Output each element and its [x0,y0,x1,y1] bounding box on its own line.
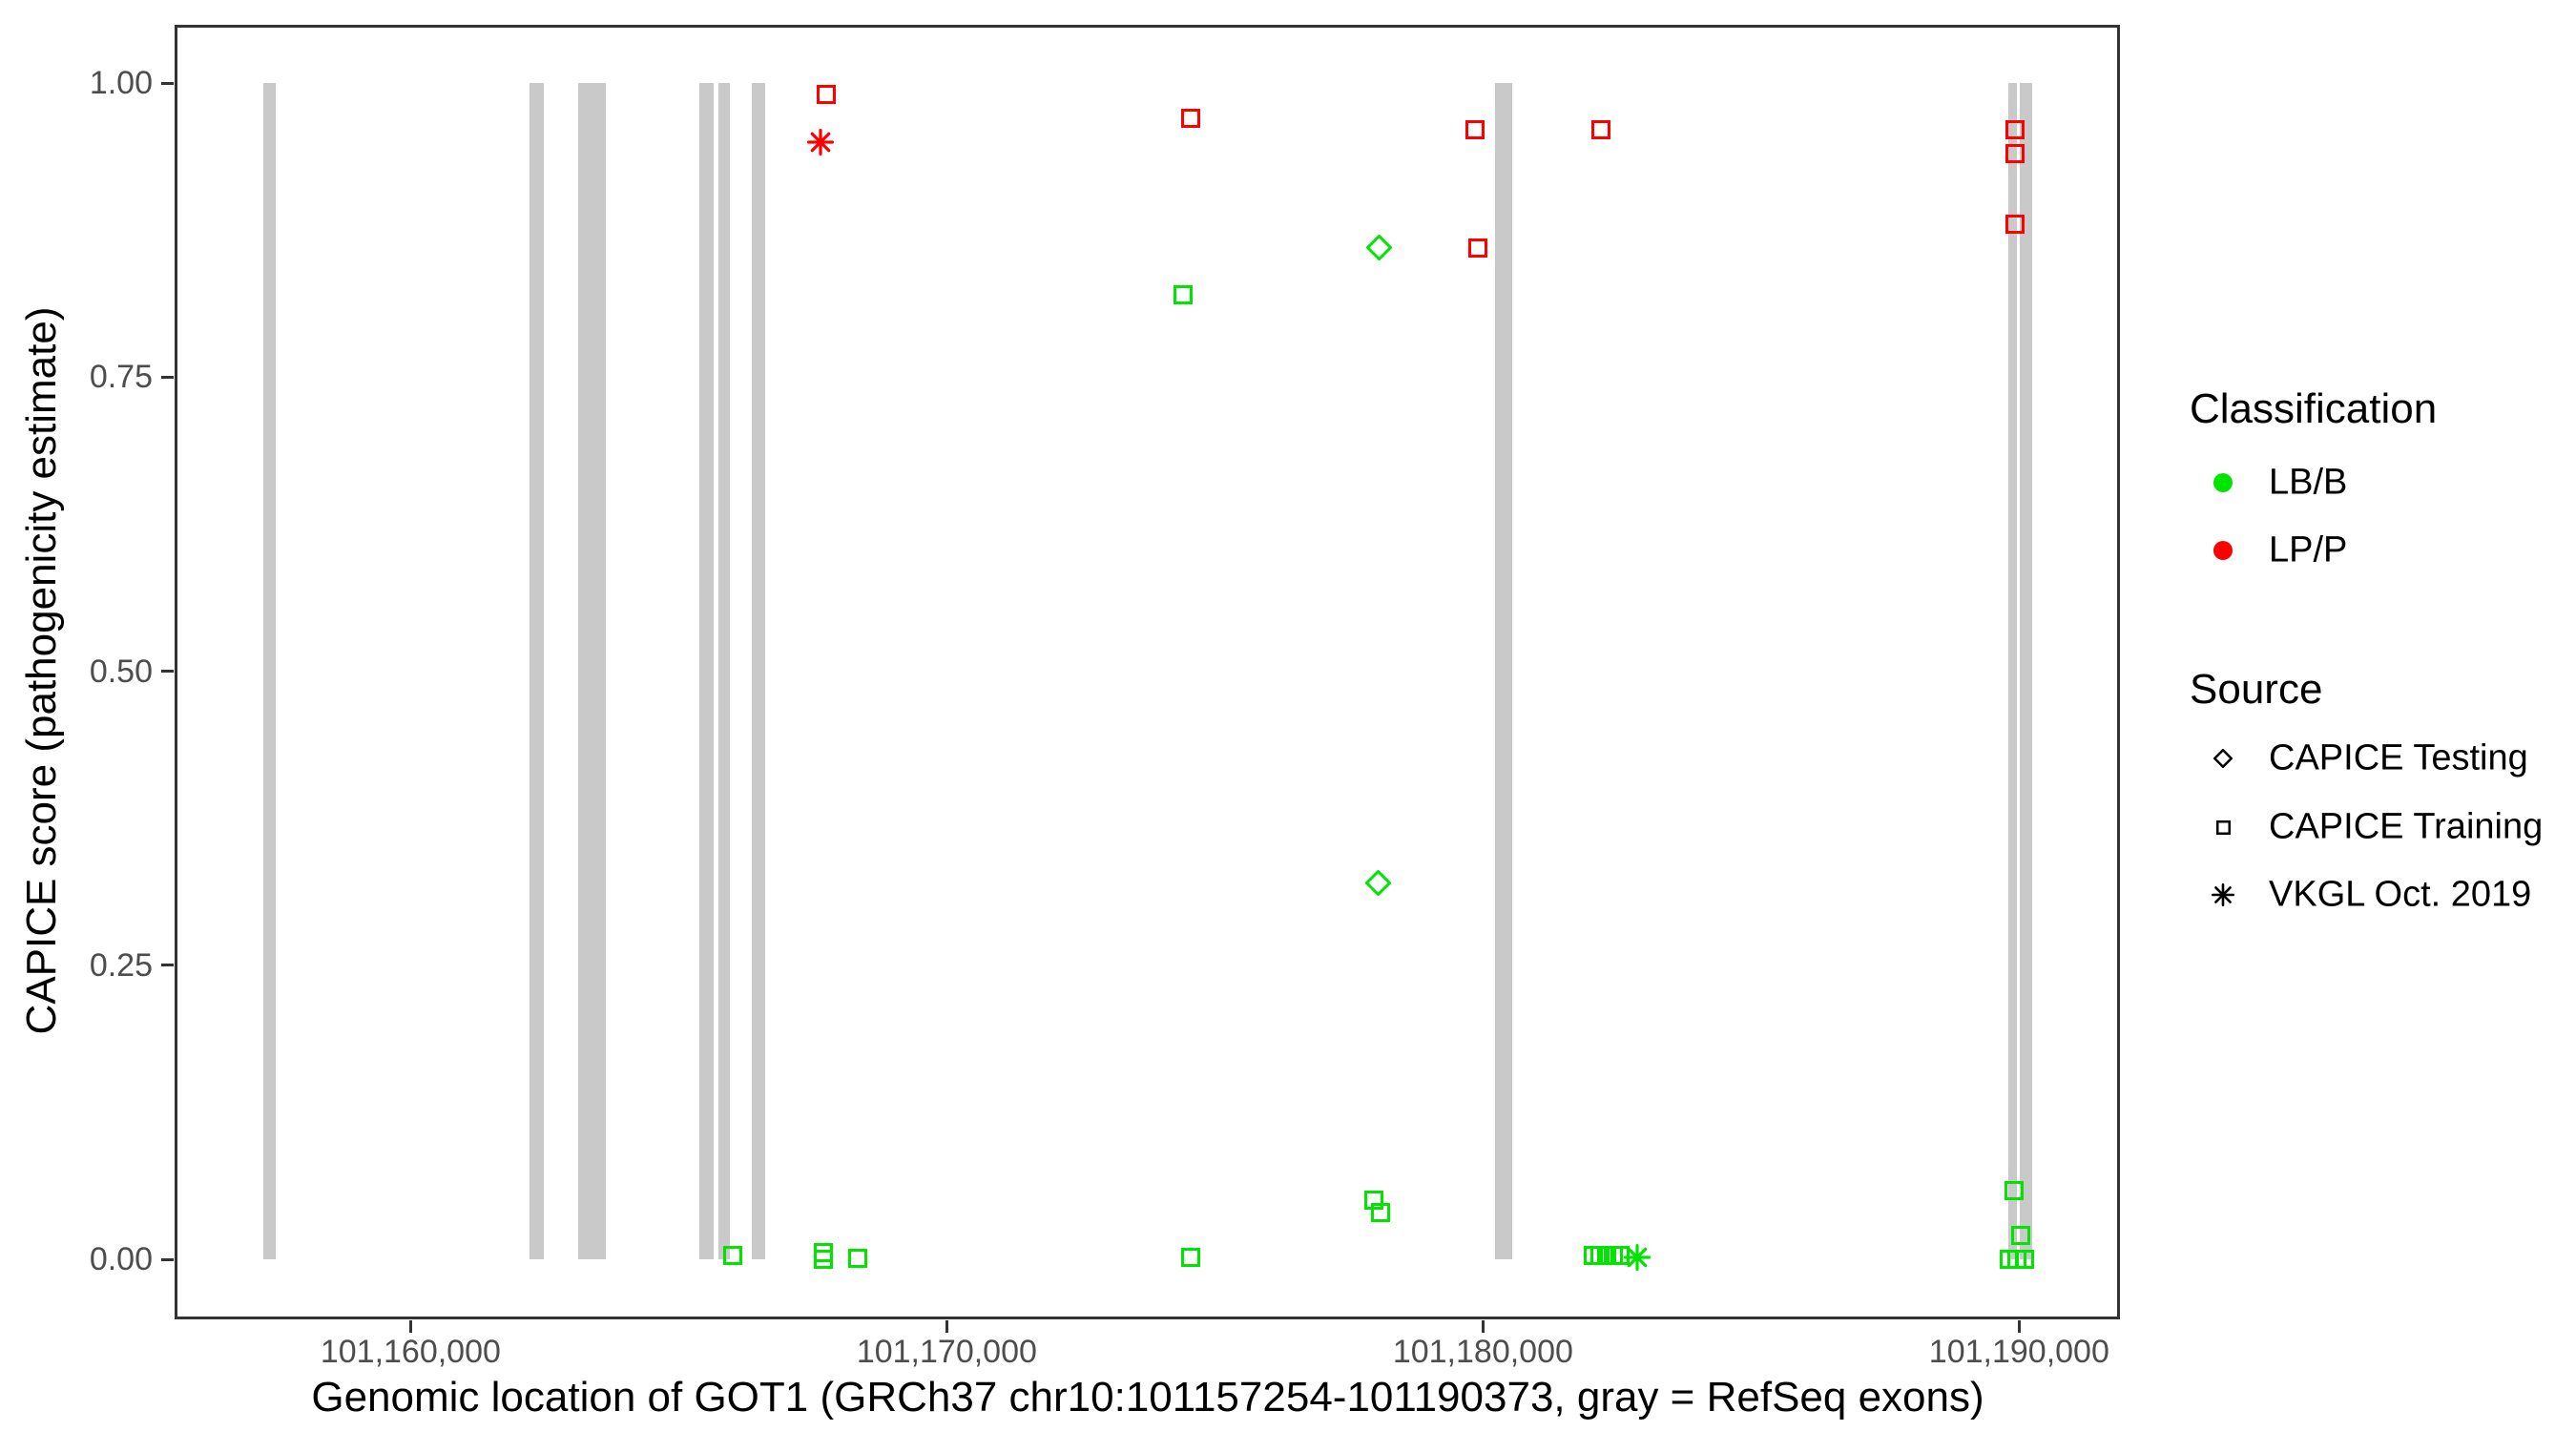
marker-square-lbb [723,1246,743,1270]
x-tick-mark [2017,1320,2021,1333]
refseq-exon-bar [530,83,544,1259]
marker-square-lbb [1371,1202,1391,1227]
y-tick-label: 1.00 [89,65,153,101]
marker-square-lpp [2005,214,2025,238]
legend-title-classification: Classification [2190,385,2438,432]
refseq-exon-bar [751,83,765,1259]
marker-square-lbb [848,1248,868,1273]
refseq-exon-bar [2019,83,2032,1259]
marker-square-lpp [1465,120,1485,144]
marker-square-lpp [816,85,836,109]
refseq-exon-bar [698,83,714,1259]
y-tick-mark [161,375,174,379]
x-tick-mark [945,1320,948,1333]
marker-square-lpp [1590,120,1610,144]
marker-square-lpp [2005,143,2025,168]
marker-square-lbb [1181,1247,1201,1272]
legend-item-label: VKGL Oct. 2019 [2269,874,2532,915]
y-tick-mark [161,964,174,967]
marker-diamond-lbb [1365,234,1394,265]
x-tick-label: 101,180,000 [1392,1334,1573,1370]
x-axis-title: Genomic location of GOT1 (GRCh37 chr10:1… [311,1374,1984,1421]
x-tick-label: 101,170,000 [856,1334,1037,1370]
marker-square-lpp [1181,108,1201,133]
refseq-exon-bar [577,83,606,1259]
marker-asterisk-lpp [806,128,834,160]
marker-square-lpp [2005,120,2025,144]
asterisk-icon [2200,872,2246,918]
marker-asterisk-lbb [1624,1243,1652,1275]
refseq-exon-bar [1494,83,1512,1259]
y-tick-label: 0.50 [89,653,153,690]
marker-square-lbb [2011,1226,2031,1250]
x-tick-mark [1481,1320,1485,1333]
legend-item-label: CAPICE Training [2269,806,2544,847]
refseq-exon-bar [262,83,276,1259]
legend-item-label: CAPICE Testing [2269,737,2528,778]
marker-diamond-lbb [1364,869,1392,901]
lbb-circle-icon [2200,460,2246,506]
diamond-icon [2200,736,2246,781]
marker-square-lbb [2004,1181,2024,1205]
x-tick-label: 101,160,000 [320,1334,501,1370]
legend-title-source: Source [2190,666,2323,713]
marker-square-lpp [1467,238,1487,262]
marker-square-lbb [1173,284,1193,309]
marker-square-lbb [2014,1250,2034,1274]
y-tick-label: 0.75 [89,359,153,396]
legend-item-label: LB/B [2269,462,2348,503]
square-icon [2200,804,2246,850]
refseq-exon-bar [717,83,730,1259]
x-tick-label: 101,190,000 [1928,1334,2109,1370]
lpp-circle-icon [2200,528,2246,573]
y-tick-label: 0.25 [89,946,153,984]
refseq-exon-bar [2008,83,2018,1259]
y-tick-mark [161,670,174,673]
legend-item-label: LP/P [2269,529,2348,570]
y-tick-label: 0.00 [89,1241,153,1277]
y-tick-mark [161,81,174,85]
x-tick-mark [408,1320,412,1333]
y-tick-mark [161,1257,174,1261]
marker-square-lbb [814,1250,834,1274]
plot-panel [175,25,2120,1319]
